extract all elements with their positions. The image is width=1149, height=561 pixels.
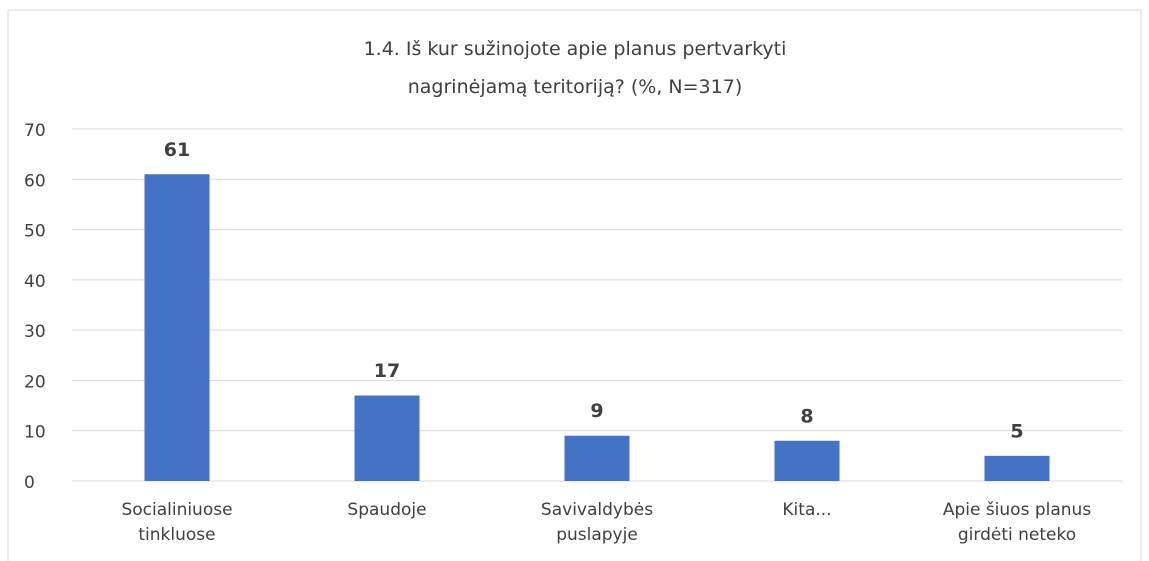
bar [984, 455, 1050, 481]
value-label: 8 [800, 405, 813, 427]
x-tick-label: Kita... [782, 500, 832, 520]
y-tick-label: 30 [24, 322, 46, 342]
value-label: 9 [590, 400, 603, 422]
y-tick-label: 50 [24, 222, 46, 242]
bar [144, 174, 210, 481]
x-tick-label: Spaudoje [347, 500, 427, 520]
y-tick-label: 60 [24, 171, 46, 191]
y-tick-label: 0 [24, 473, 35, 493]
chart-title: 1.4. Iš kur sužinojote apie planus pertv… [363, 38, 787, 98]
value-label: 5 [1010, 420, 1023, 442]
y-tick-label: 40 [24, 272, 46, 292]
x-tick-label: Savivaldybės puslapyje [540, 500, 654, 545]
y-tick-label: 20 [24, 372, 46, 392]
frame [7, 9, 1142, 561]
x-tick-label: Apie šiuos planus girdėti neteko [942, 500, 1092, 545]
value-label: 61 [164, 139, 190, 161]
value-label: 17 [374, 360, 400, 382]
x-tick-label: Socialiniuose tinkluose [121, 500, 233, 545]
bar [774, 440, 840, 481]
bar [564, 435, 630, 481]
bar [354, 395, 420, 481]
y-tick-label: 10 [24, 423, 46, 443]
y-tick-label: 70 [24, 121, 46, 141]
